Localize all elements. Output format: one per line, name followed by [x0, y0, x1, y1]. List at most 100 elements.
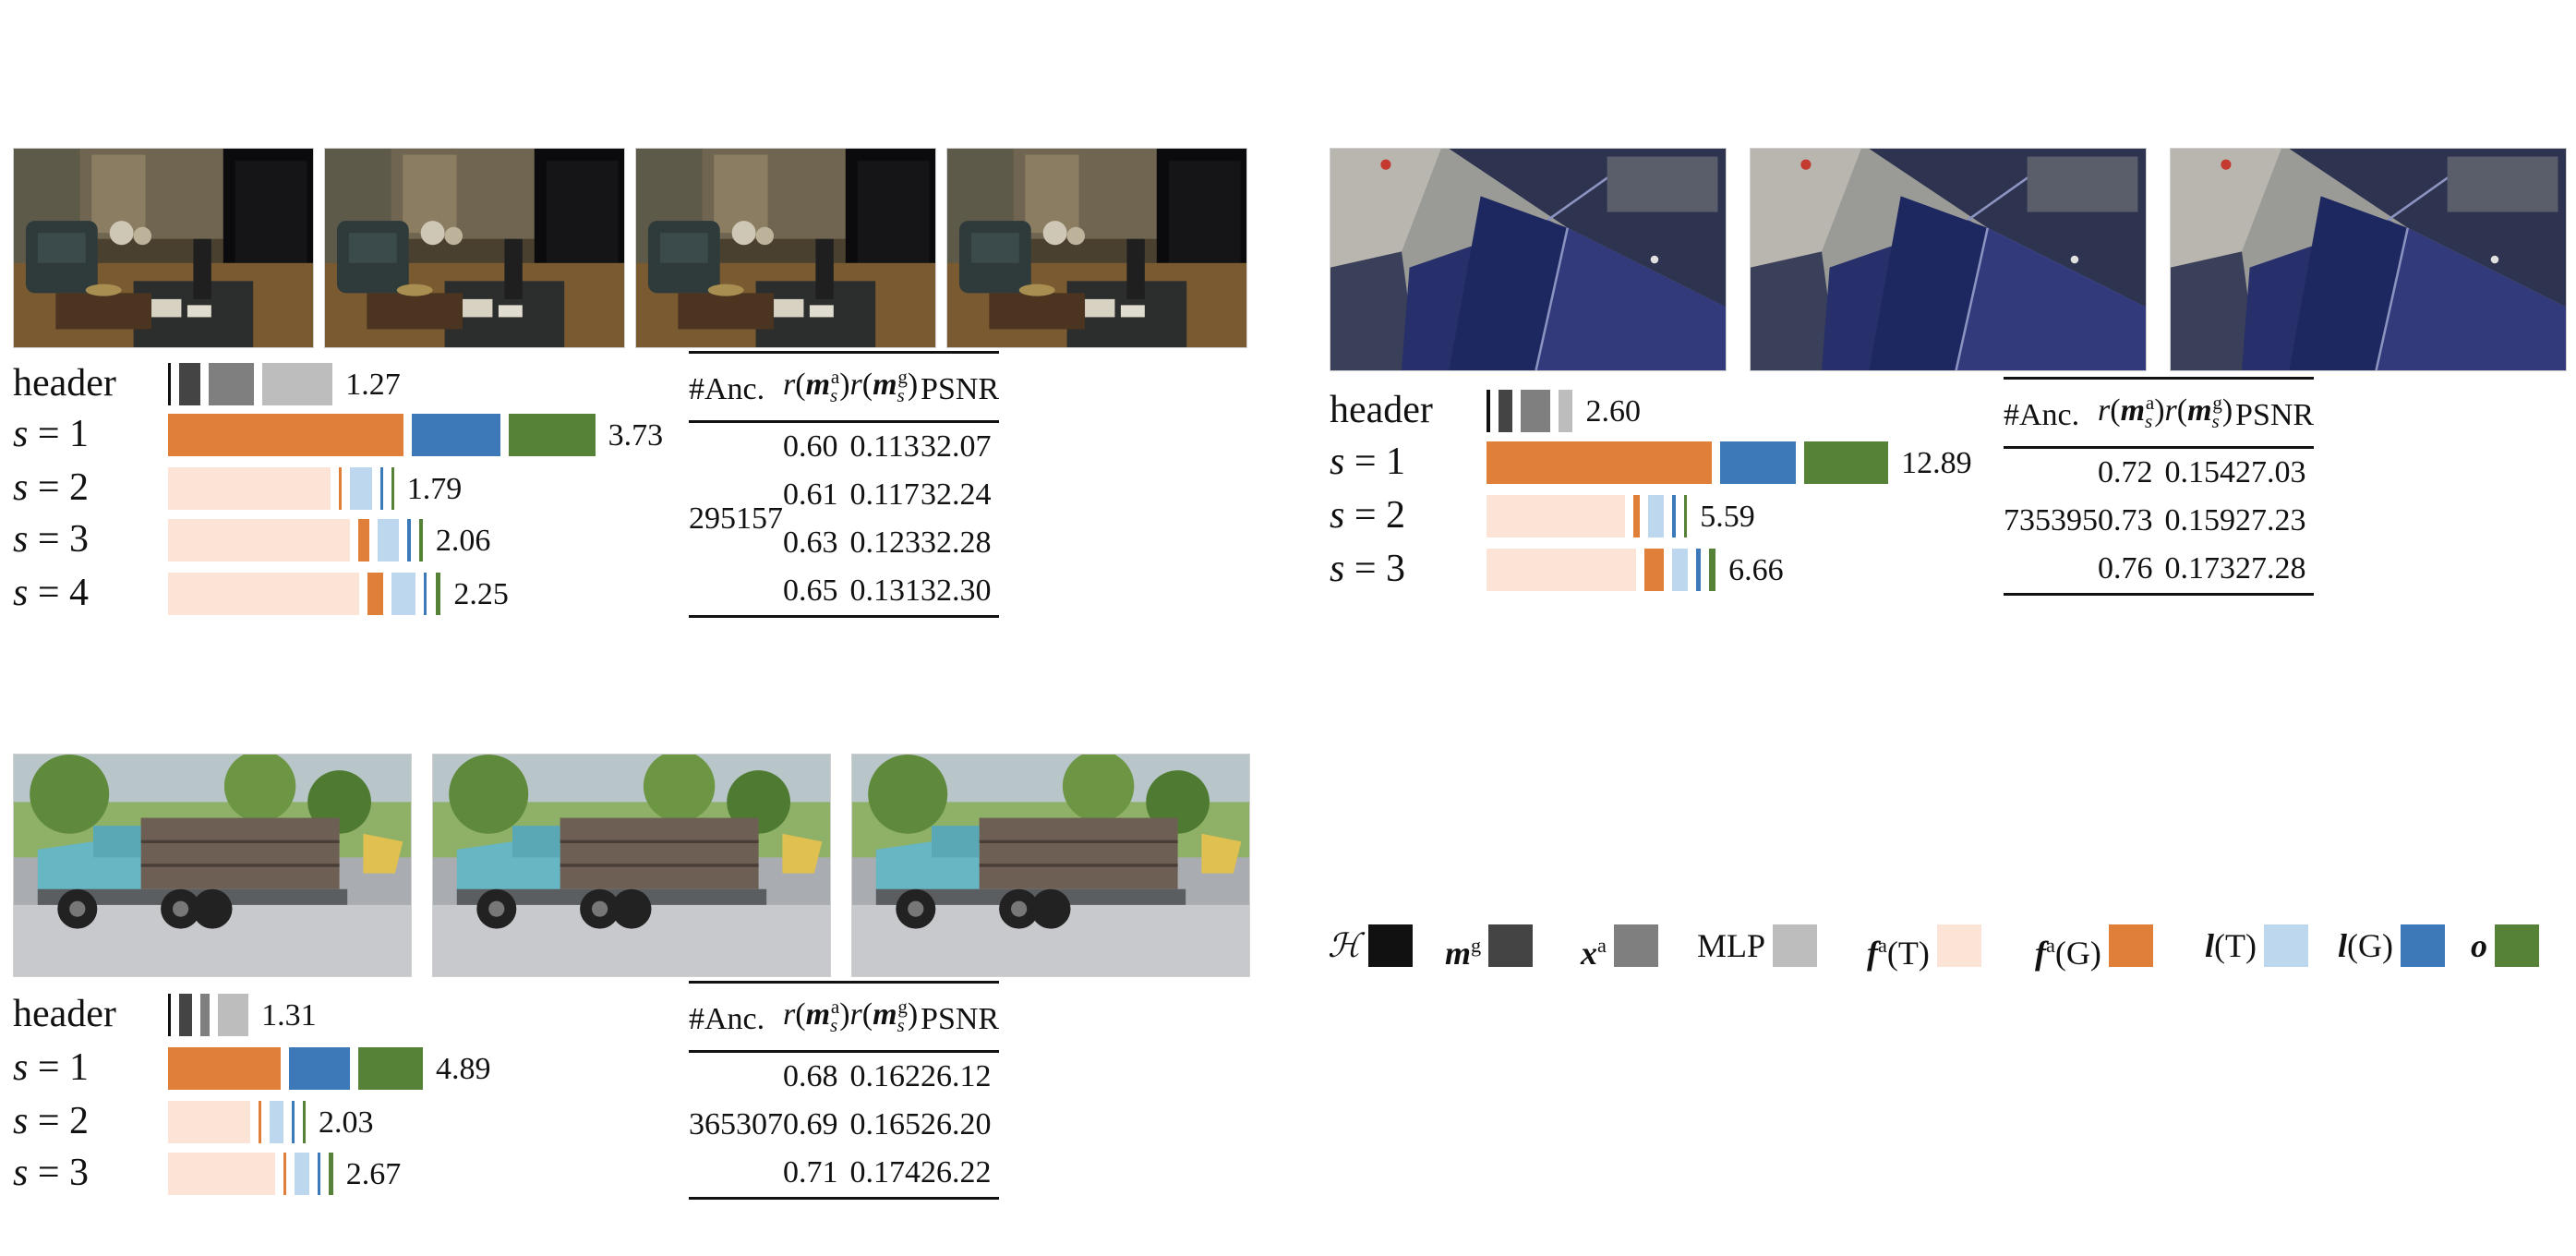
bar-segment: [367, 573, 384, 615]
bar-segment: [262, 363, 333, 405]
rg-cell: 0.162: [849, 1059, 921, 1093]
anchor-count-cell: 365307: [689, 1107, 783, 1141]
bar-segment: [168, 467, 331, 510]
rg-cell: 0.159: [2164, 503, 2236, 537]
aerial-scene-image: [1330, 148, 1727, 371]
bar-segment: [1720, 441, 1796, 484]
legend-swatch: [2263, 924, 2308, 967]
psnr-cell: 32.24: [921, 477, 992, 512]
psnr-cell: 26.22: [921, 1155, 992, 1190]
bar-segment: [1803, 441, 1889, 484]
legend-label: o: [2471, 927, 2487, 964]
bar-segment: [200, 994, 211, 1036]
table-row: 0.73 0.159 27.23: [2004, 497, 2314, 545]
psnr-cell: 32.30: [921, 574, 992, 608]
legend-label: MLP: [1697, 927, 1766, 964]
ra-cell: 0.60: [783, 429, 838, 464]
ra-cell: 0.68: [783, 1059, 838, 1093]
bar-segment: [1672, 495, 1676, 537]
table-row: 0.69 0.165 26.20: [689, 1101, 999, 1149]
table-row: 295157 0.60 0.113 32.07: [689, 422, 999, 536]
legend-item: o: [2471, 924, 2487, 968]
bar-segment: [303, 1101, 307, 1143]
bar-total-label: 3.73: [608, 418, 664, 453]
legend-swatch: [1613, 924, 1658, 967]
row-label: s = 3: [1330, 548, 1406, 590]
bar-total-label: 2.60: [1585, 394, 1641, 429]
legend-swatch: [1936, 924, 1981, 967]
bar-segment: [283, 1153, 287, 1195]
bar-segment: [168, 1101, 250, 1143]
ra-cell: 0.61: [783, 477, 838, 512]
bar-segment: [418, 519, 423, 562]
bar-segment: [168, 519, 350, 562]
rg-cell: 0.165: [849, 1107, 921, 1141]
ra-cell: 0.73: [2098, 503, 2153, 537]
bar-segment: [168, 573, 359, 615]
table-row: 0.76 0.173 27.28: [2004, 545, 2314, 595]
table-row: 0.63 0.123 32.28: [689, 519, 999, 567]
psnr-cell: 26.12: [921, 1059, 992, 1093]
bar-segment: [1671, 549, 1688, 591]
bar-segment: [407, 519, 411, 562]
bar-segment: [338, 467, 343, 510]
bar-segment: [412, 414, 500, 456]
rg-cell: 0.131: [849, 574, 921, 608]
bar-segment: [357, 519, 369, 562]
legend-label: ℋ: [1328, 927, 1361, 964]
bar-segment: [317, 1153, 320, 1195]
table-header-ra: r(msa): [783, 995, 850, 1036]
bar-segment: [1487, 495, 1626, 537]
room-scene-image: [946, 148, 1247, 348]
bar-segment: [1695, 549, 1702, 591]
room-scene-image: [635, 148, 936, 348]
table-row: 0.61 0.117 32.24: [689, 471, 999, 519]
aerial-scene-image: [1750, 148, 2147, 371]
table-row: 735395 0.72 0.154 27.03: [2004, 448, 2314, 537]
table-header-rg: r(msg): [2164, 391, 2233, 432]
bar-total-label: 2.67: [345, 1157, 402, 1191]
room-scene-image: [13, 148, 314, 348]
bar-total-label: 2.03: [319, 1105, 374, 1140]
bar-total-label: 1.79: [406, 472, 463, 506]
ra-cell: 0.69: [783, 1107, 838, 1141]
bar-total-label: 12.89: [1901, 446, 1972, 480]
legend-item: l(G): [2338, 924, 2393, 968]
results-table: #Anc. r(msa) r(msg) PSNR 365307 0.68 0.162 26.1…: [689, 981, 1000, 1200]
ra-cell: 0.65: [783, 574, 838, 608]
psnr-cell: 32.07: [921, 429, 992, 464]
bar-segment: [1487, 549, 1636, 591]
bar-segment: [391, 467, 394, 510]
psnr-cell: 27.23: [2235, 503, 2306, 537]
rg-cell: 0.173: [2164, 551, 2236, 586]
bar-segment: [218, 994, 249, 1036]
row-label: s = 1: [1330, 441, 1406, 483]
legend-label: l(G): [2338, 927, 2393, 964]
table-row: 365307 0.68 0.162 26.12: [689, 1052, 999, 1141]
table-header-anchors: #Anc.: [2004, 398, 2080, 432]
row-label: s = 2: [13, 466, 90, 509]
legend-swatch: [1488, 924, 1534, 967]
bar-segment: [258, 1101, 261, 1143]
bar-segment: [168, 414, 404, 456]
row-label: header: [1330, 389, 1433, 431]
bar-segment: [1643, 549, 1664, 591]
bar-total-label: 1.27: [345, 368, 401, 402]
ra-cell: 0.71: [783, 1155, 838, 1190]
bar-total-label: 5.59: [1700, 500, 1755, 534]
ra-cell: 0.76: [2098, 551, 2153, 586]
row-label: s = 1: [13, 413, 90, 455]
bar-total-label: 2.06: [435, 524, 491, 558]
row-label: s = 2: [13, 1100, 90, 1142]
psnr-cell: 27.03: [2235, 455, 2306, 489]
table-header-anchors: #Anc.: [689, 1002, 765, 1036]
legend-label: fa(T): [1867, 934, 1930, 972]
legend-label: xa: [1581, 934, 1607, 972]
row-label: s = 2: [1330, 494, 1406, 537]
legend-item: l(T): [2205, 924, 2257, 968]
bar-segment: [1648, 495, 1665, 537]
table-header-anchors: #Anc.: [689, 372, 765, 406]
row-label: header: [13, 993, 116, 1035]
bar-segment: [168, 363, 171, 405]
bar-segment: [1487, 441, 1713, 484]
